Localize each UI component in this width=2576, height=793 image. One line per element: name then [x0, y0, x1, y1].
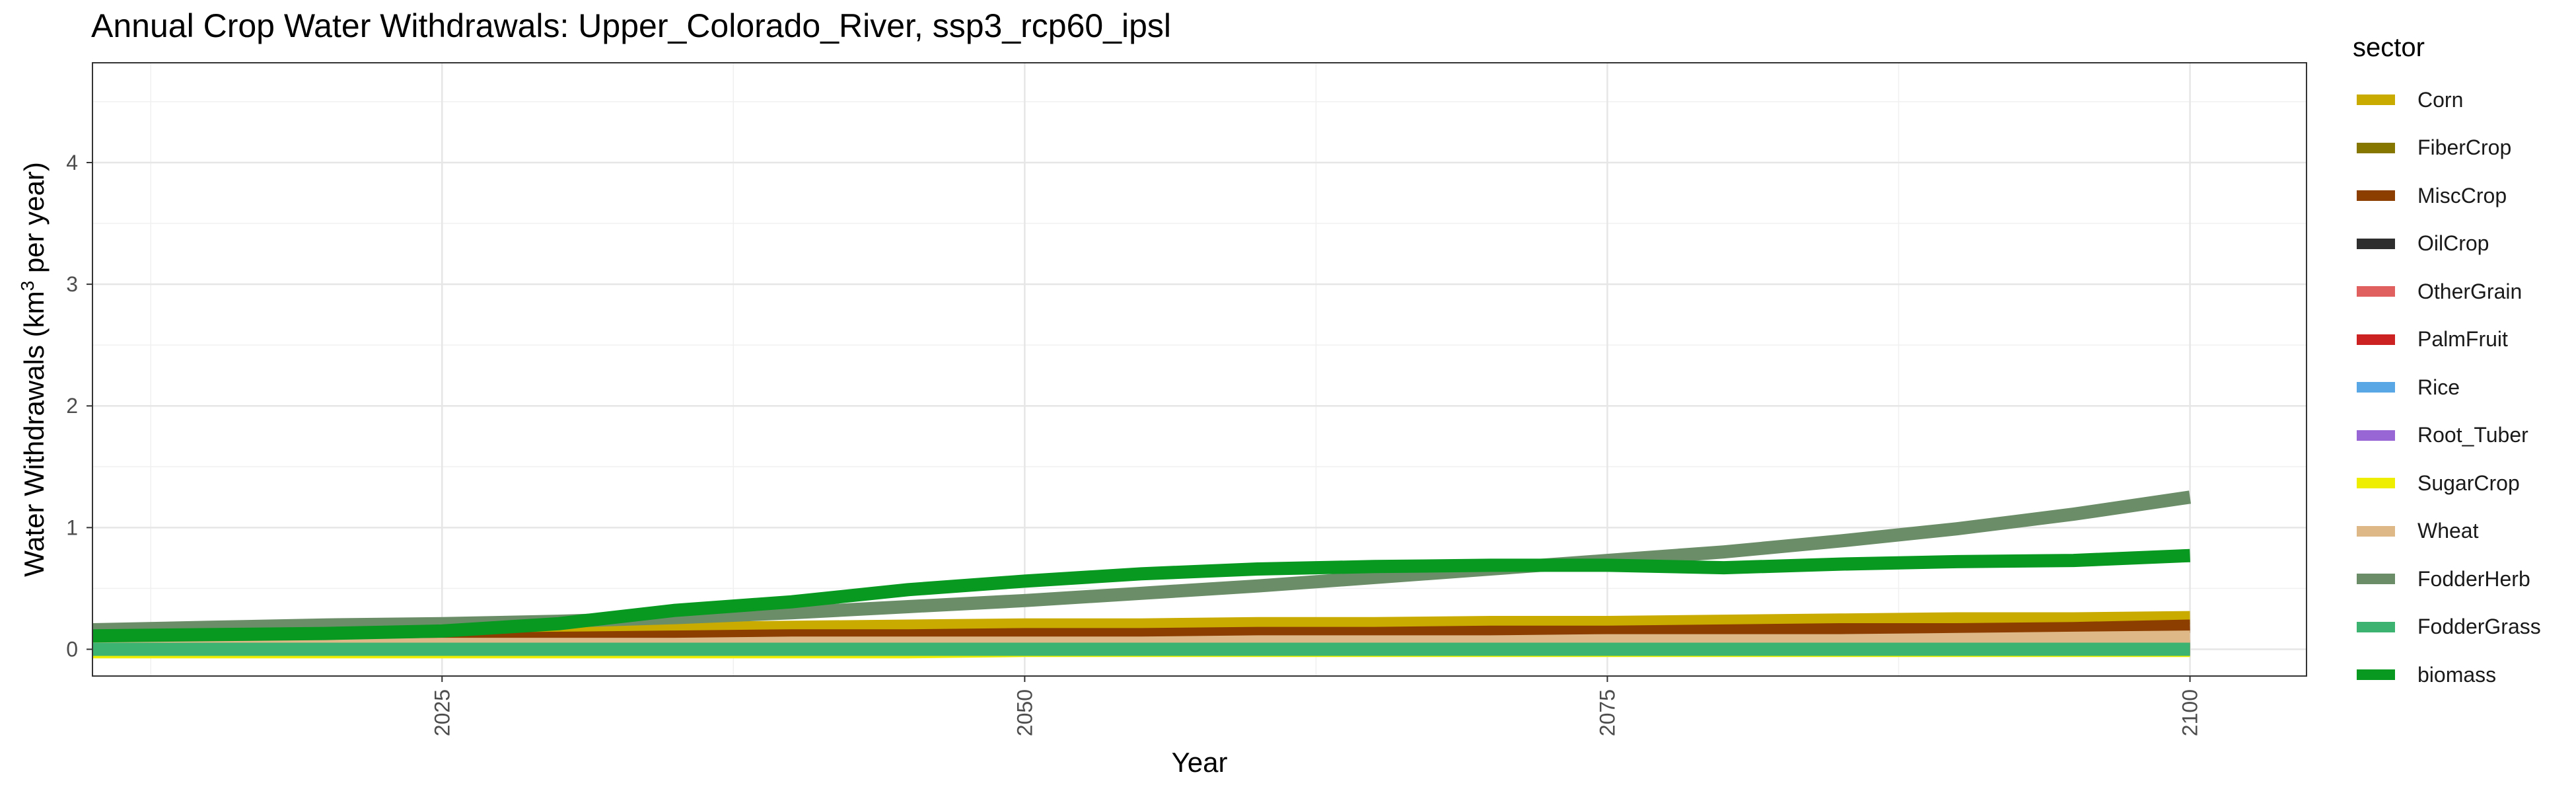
series-line-biomass — [92, 548, 2191, 643]
legend-swatch — [2357, 525, 2395, 537]
x-axis-title: Year — [1172, 747, 1228, 778]
legend-items: Corn FiberCrop MiscCrop OilCrop OtherGrain Pa… — [2353, 76, 2571, 699]
legend-item-foddergrass: FodderGrass — [2353, 603, 2571, 652]
legend-item-oilcrop: OilCrop — [2353, 220, 2571, 268]
y-axis-title-end: per year) — [18, 162, 50, 281]
legend: sector Corn FiberCrop MiscCrop OilCrop Other… — [2353, 33, 2571, 699]
legend-label: OtherGrain — [2417, 279, 2522, 303]
x-tick-label: 2100 — [2178, 689, 2202, 736]
legend-swatch — [2357, 190, 2395, 202]
legend-label: Wheat — [2417, 519, 2479, 543]
legend-label: FiberCrop — [2417, 135, 2512, 160]
legend-swatch — [2357, 286, 2395, 297]
legend-title: sector — [2353, 33, 2425, 62]
legend-label: SugarCrop — [2417, 471, 2520, 495]
legend-label: PalmFruit — [2417, 327, 2508, 352]
legend-item-root-tuber: Root_Tuber — [2353, 412, 2571, 460]
y-axis-title: Water Withdrawals (km3 per year) — [17, 162, 50, 577]
y-axis-title-superscript: 3 — [17, 281, 38, 291]
legend-swatch — [2357, 574, 2395, 585]
legend-label: Corn — [2417, 87, 2464, 112]
x-tick-label: 2025 — [430, 689, 454, 736]
legend-label: FodderHerb — [2417, 566, 2530, 591]
y-tick-label: 3 — [66, 272, 78, 296]
legend-item-biomass: biomass — [2353, 651, 2571, 699]
legend-item-othergrain: OtherGrain — [2353, 268, 2571, 316]
legend-label: Rice — [2417, 375, 2460, 399]
grid-lines — [92, 63, 2307, 676]
legend-label: Root_Tuber — [2417, 423, 2528, 447]
y-tick-label: 0 — [66, 637, 78, 661]
legend-label: OilCrop — [2417, 231, 2489, 256]
legend-swatch — [2357, 334, 2395, 345]
legend-item-sugarcrop: SugarCrop — [2353, 459, 2571, 508]
legend-swatch — [2357, 430, 2395, 441]
legend-item-fodderherb: FodderHerb — [2353, 555, 2571, 603]
series-lines — [92, 490, 2192, 659]
series-line-fodderherb — [92, 490, 2192, 636]
axis-ticks: 0 1 2 3 4 2025 2050 2075 2100 — [66, 151, 2201, 736]
y-tick-label: 2 — [66, 394, 78, 418]
legend-item-rice: Rice — [2353, 363, 2571, 412]
legend-swatch — [2357, 669, 2395, 681]
legend-label: MiscCrop — [2417, 183, 2507, 208]
legend-swatch — [2357, 94, 2395, 106]
legend-item-misccrop: MiscCrop — [2353, 172, 2571, 220]
y-tick-label: 4 — [66, 151, 78, 174]
legend-item-palmfruit: PalmFruit — [2353, 316, 2571, 364]
legend-swatch — [2357, 142, 2395, 153]
legend-swatch — [2357, 238, 2395, 249]
legend-swatch — [2357, 621, 2395, 632]
plot-panel-border — [92, 62, 2307, 677]
y-axis-title-main: Water Withdrawals (km — [18, 291, 50, 577]
legend-swatch — [2357, 478, 2395, 489]
legend-item-wheat: Wheat — [2353, 508, 2571, 556]
legend-label: biomass — [2417, 662, 2497, 687]
legend-swatch — [2357, 382, 2395, 393]
chart-title: Annual Crop Water Withdrawals: Upper_Col… — [91, 7, 1172, 44]
y-tick-label: 1 — [66, 515, 78, 539]
x-tick-label: 2050 — [1013, 689, 1036, 736]
legend-label: FodderGrass — [2417, 615, 2541, 639]
legend-item-fibercrop: FiberCrop — [2353, 124, 2571, 172]
legend-item-corn: Corn — [2353, 76, 2571, 124]
x-tick-label: 2075 — [1595, 689, 1619, 736]
